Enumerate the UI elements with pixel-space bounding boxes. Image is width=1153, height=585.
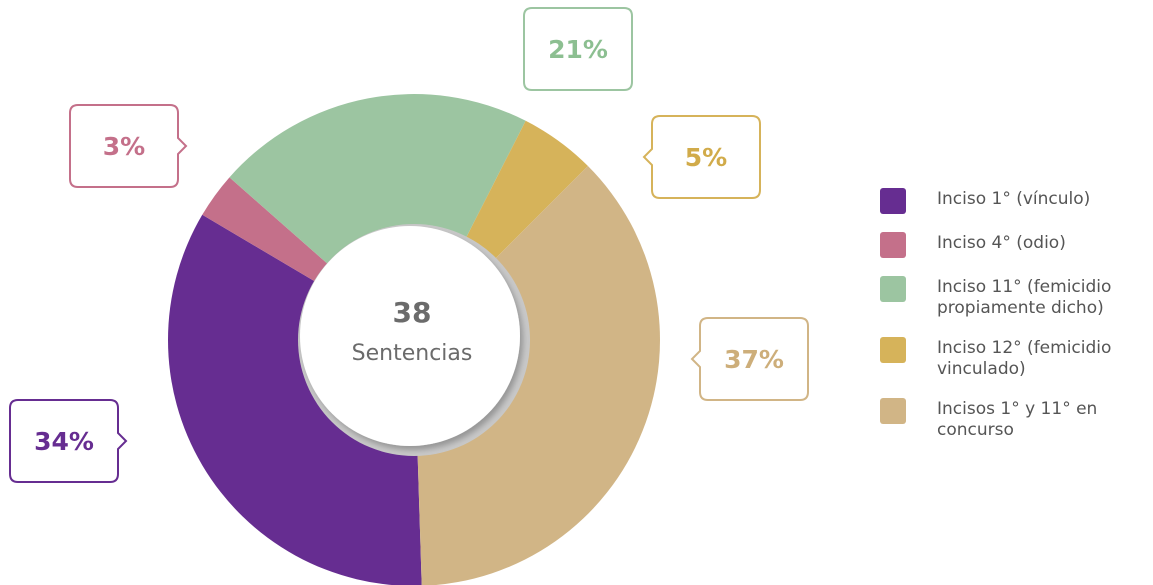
value-label: 5% [685,143,727,172]
value-label: 34% [34,427,94,456]
legend-label: Incisos 1° y 11° en concurso [937,399,1098,440]
legend-label: Inciso 1° (vínculo) [937,189,1091,209]
legend-item: Inciso 11° (femicidio propiamente dicho) [880,276,1153,319]
donut-slice [414,166,660,585]
center-disc [300,226,520,446]
callout-box [642,115,761,199]
donut-slice [229,94,526,340]
legend-swatch [880,276,906,302]
callout-box [69,104,188,188]
callout-box [690,317,809,401]
legend-item: Inciso 4° (odio) [880,232,1153,258]
legend-label: Inciso 12° (femicidio vinculado) [937,338,1112,379]
center-label: Sentencias [352,341,473,366]
legend-label: Inciso 11° (femicidio propiamente dicho) [937,277,1112,318]
legend-item: Inciso 12° (femicidio vinculado) [880,337,1153,380]
callout-box [9,399,128,483]
legend-item: Incisos 1° y 11° en concurso [880,398,1153,441]
center-value: 38 [393,296,432,329]
value-label: 37% [724,345,784,374]
legend-swatch [880,188,906,214]
legend-swatch [880,337,906,363]
value-label: 3% [103,132,145,161]
legend-swatch [880,398,906,424]
callout-box [523,7,633,91]
legend-label: Inciso 4° (odio) [937,233,1066,253]
legend-item: Inciso 1° (vínculo) [880,188,1153,214]
legend: Inciso 1° (vínculo) Inciso 4° (odio) Incis… [880,188,1153,459]
value-label: 21% [548,35,608,64]
legend-swatch [880,232,906,258]
